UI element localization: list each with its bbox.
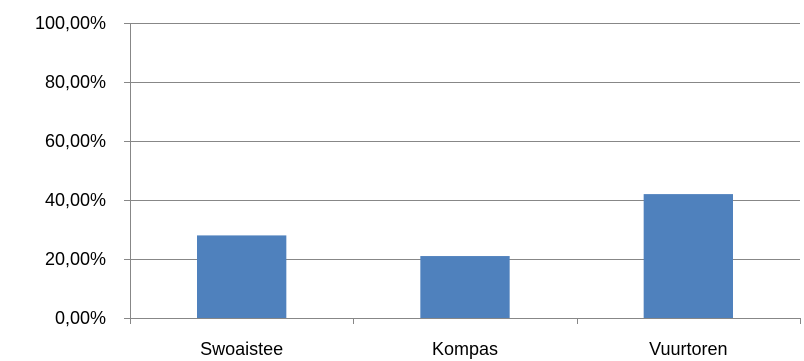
y-tick-label-2: 40,00% bbox=[45, 190, 106, 210]
tick-labels: 0,00% 20,00% 40,00% 60,00% 80,00% 100,00% Swoa… bbox=[35, 13, 728, 359]
x-tick-label-swoaistee: Swoaistee bbox=[200, 339, 283, 359]
bar-vuurtoren bbox=[643, 194, 733, 318]
bar-swoaistee bbox=[197, 235, 287, 318]
y-tick-label-3: 60,00% bbox=[45, 131, 106, 151]
bars bbox=[197, 194, 733, 318]
axes bbox=[124, 23, 801, 324]
bar-kompas bbox=[420, 256, 510, 318]
y-tick-label-0: 0,00% bbox=[55, 308, 106, 328]
y-tick-label-4: 80,00% bbox=[45, 72, 106, 92]
x-tick-label-vuurtoren: Vuurtoren bbox=[649, 339, 727, 359]
y-tick-label-5: 100,00% bbox=[35, 13, 106, 33]
x-tick-label-kompas: Kompas bbox=[432, 339, 498, 359]
y-tick-label-1: 20,00% bbox=[45, 249, 106, 269]
